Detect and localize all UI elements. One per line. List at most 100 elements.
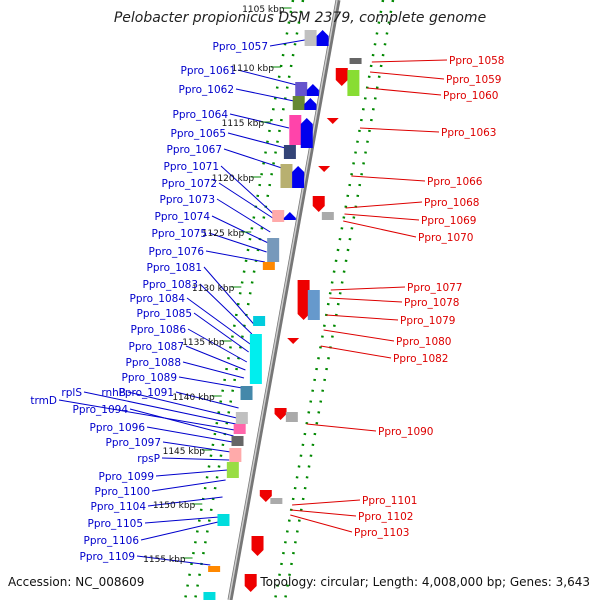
right-leader-line — [371, 59, 448, 63]
gene-1102-block[interactable] — [270, 498, 283, 504]
right-gene-label[interactable]: Ppro_1079 — [400, 315, 455, 327]
gene-1067-block[interactable] — [283, 145, 296, 159]
gene-1069-block[interactable] — [321, 212, 334, 220]
left-gene-label[interactable]: Ppro_1062 — [179, 84, 234, 96]
gene-1101-arrow[interactable] — [259, 490, 272, 502]
left-gene-label[interactable]: trmD — [30, 395, 57, 407]
gene-1097-block[interactable] — [231, 436, 244, 446]
gene-1108-arrow[interactable] — [244, 574, 257, 592]
gene-1096-block[interactable] — [233, 424, 246, 434]
left-gene-label[interactable]: Ppro_1096 — [90, 422, 146, 434]
right-gene-label[interactable]: Ppro_1068 — [424, 197, 479, 209]
left-gene-label[interactable]: rnhB — [101, 387, 126, 399]
left-gene-label[interactable]: Ppro_1097 — [106, 437, 161, 449]
scale-label: 1105 kbp — [242, 5, 285, 15]
left-gene-label[interactable]: Ppro_1088 — [126, 357, 181, 369]
left-gene-label[interactable]: Ppro_1074 — [155, 211, 211, 223]
gene-1060-block[interactable] — [347, 70, 360, 96]
left-gene-label[interactable]: rpsP — [137, 453, 160, 465]
left-gene-label[interactable]: Ppro_1083 — [143, 279, 198, 291]
left-gene-label[interactable]: Ppro_1089 — [122, 372, 177, 384]
left-gene-label[interactable]: Ppro_1106 — [84, 535, 140, 547]
left-leader-line — [185, 345, 246, 371]
gene-1058-block[interactable] — [349, 58, 362, 64]
left-leader-line — [211, 215, 269, 244]
gene-1057b-arrow[interactable] — [316, 30, 329, 46]
left-gene-label[interactable]: Ppro_1099 — [99, 471, 154, 483]
left-gene-label[interactable]: rplS — [61, 387, 82, 399]
gene-1062-block[interactable] — [292, 96, 305, 110]
right-gene-label[interactable]: Ppro_1082 — [393, 353, 448, 365]
gene-1062a-arrow[interactable] — [304, 98, 317, 110]
gene-1065-arrow[interactable] — [300, 118, 313, 148]
left-gene-label[interactable]: Ppro_1105 — [88, 518, 143, 530]
left-gene-label[interactable]: Ppro_1094 — [73, 404, 129, 416]
gene-1089-block[interactable] — [240, 386, 253, 400]
gene-1090a-block[interactable] — [285, 412, 298, 422]
right-gene-label[interactable]: Ppro_1078 — [404, 297, 459, 309]
gene-1061a-arrow[interactable] — [306, 84, 319, 96]
left-gene-label[interactable]: Ppro_1064 — [173, 109, 229, 121]
gene-1061-block[interactable] — [295, 82, 308, 96]
gene-1068-arrow[interactable] — [312, 196, 325, 212]
gene-1100-block[interactable] — [226, 462, 239, 478]
gene-1083-block[interactable] — [249, 334, 262, 384]
right-gene-label[interactable]: Ppro_1090 — [378, 426, 433, 438]
left-gene-label[interactable]: Ppro_1075 — [152, 228, 207, 240]
right-gene-label[interactable]: Ppro_1066 — [427, 176, 483, 188]
gene-1072-arrow[interactable] — [283, 212, 296, 220]
left-gene-label[interactable]: Ppro_1057 — [213, 41, 268, 53]
right-gene-label[interactable]: Ppro_1101 — [362, 495, 417, 507]
gene-1057-block[interactable] — [304, 30, 317, 46]
left-gene-label[interactable]: Ppro_1087 — [129, 341, 184, 353]
left-gene-label[interactable]: Ppro_1091 — [119, 387, 174, 399]
right-gene-label[interactable]: Ppro_1060 — [443, 90, 498, 102]
gene-1090-arrow[interactable] — [274, 408, 287, 420]
gene-1076-block[interactable] — [262, 262, 275, 270]
right-gene-label[interactable]: Ppro_1058 — [449, 55, 504, 67]
left-gene-label[interactable]: Ppro_1073 — [160, 194, 215, 206]
gene-1067a-block[interactable] — [280, 164, 293, 188]
gene-1094-block[interactable] — [235, 412, 248, 424]
gene-1064-block[interactable] — [289, 115, 302, 145]
left-gene-label[interactable]: Ppro_1085 — [137, 308, 192, 320]
gene-1075-block[interactable] — [267, 238, 280, 262]
left-gene-label[interactable]: Ppro_1072 — [162, 178, 217, 190]
gene-1078-block[interactable] — [307, 290, 320, 320]
left-gene-label[interactable]: Ppro_1086 — [131, 324, 187, 336]
right-gene-label[interactable]: Ppro_1077 — [407, 282, 462, 294]
left-gene-label[interactable]: Ppro_1076 — [149, 246, 205, 258]
left-gene-label[interactable]: Ppro_1100 — [95, 486, 150, 498]
left-leader-line — [136, 555, 211, 566]
gene-1077-arrow[interactable] — [297, 280, 310, 320]
gene-1107-arrow[interactable] — [251, 536, 264, 556]
right-gene-label[interactable]: Ppro_1070 — [418, 232, 473, 244]
left-gene-label[interactable]: Ppro_1104 — [91, 501, 147, 513]
gene-1080-arrow[interactable] — [287, 338, 300, 344]
gene-1104-block[interactable] — [217, 514, 230, 526]
left-leader-line — [227, 132, 286, 149]
left-gene-label[interactable]: Ppro_1109 — [80, 551, 135, 563]
right-gene-label[interactable]: Ppro_1059 — [446, 74, 501, 86]
gene-1099-block[interactable] — [229, 448, 242, 462]
gene-1110-block[interactable] — [203, 592, 216, 600]
gene-1071-block[interactable] — [272, 210, 285, 222]
left-gene-label[interactable]: Ppro_1065 — [171, 128, 226, 140]
right-gene-label[interactable]: Ppro_1102 — [358, 511, 413, 523]
right-gene-label[interactable]: Ppro_1069 — [421, 215, 476, 227]
left-gene-label[interactable]: Ppro_1084 — [130, 293, 186, 305]
gene-1063-arrow[interactable] — [326, 118, 339, 124]
gene-1059-arrow[interactable] — [335, 68, 348, 86]
right-gene-label[interactable]: Ppro_1103 — [354, 527, 409, 539]
left-gene-label[interactable]: Ppro_1067 — [167, 144, 222, 156]
right-gene-label[interactable]: Ppro_1063 — [441, 127, 496, 139]
left-gene-label[interactable]: Ppro_1071 — [164, 161, 219, 173]
gene-1081-block[interactable] — [253, 316, 266, 326]
left-gene-label[interactable]: Ppro_1081 — [147, 262, 202, 274]
gene-1067b-arrow[interactable] — [292, 166, 305, 188]
left-leader-line — [127, 391, 237, 419]
gene-1109-block[interactable] — [208, 566, 221, 572]
right-gene-label[interactable]: Ppro_1080 — [396, 336, 451, 348]
gene-1066-arrow[interactable] — [318, 166, 331, 172]
left-gene-label[interactable]: Ppro_1061 — [181, 65, 236, 77]
